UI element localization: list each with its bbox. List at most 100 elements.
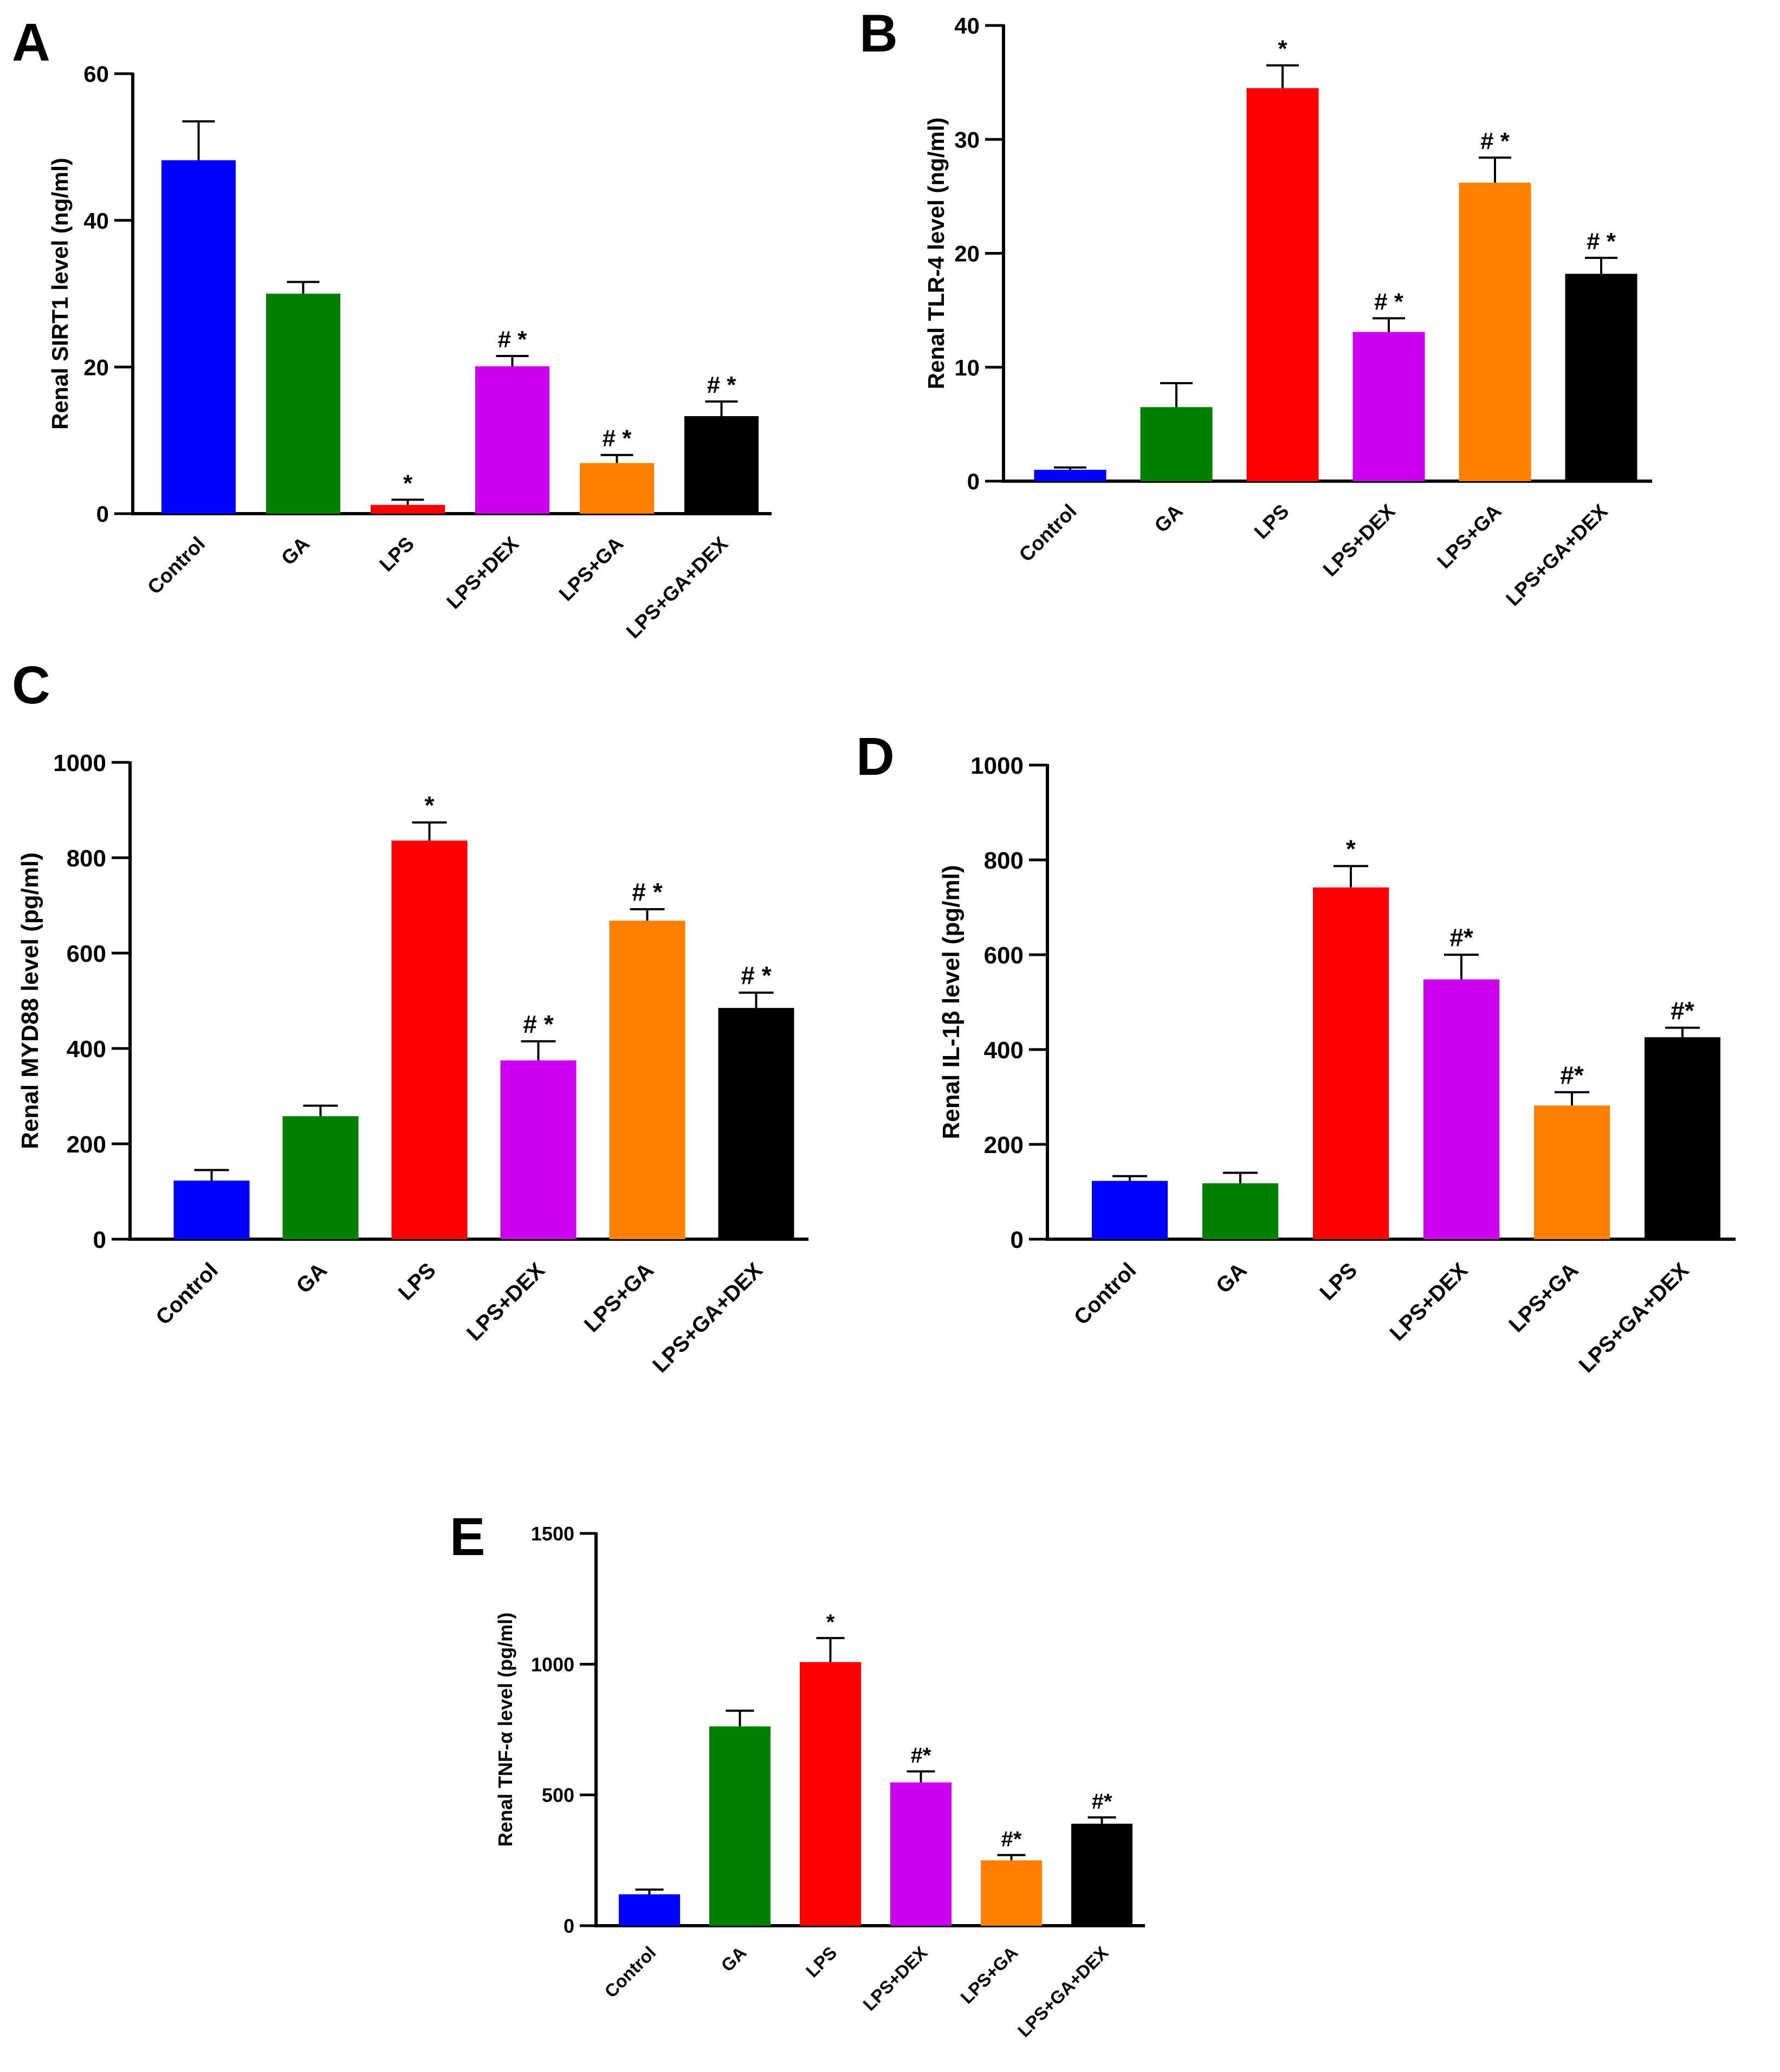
y-axis-label: Renal TNF-α level (pg/ml) (494, 1613, 516, 1847)
panel-letter: B (859, 3, 898, 63)
y-tick-label: 1000 (531, 1653, 574, 1675)
chart-panel-a: A 0 20 40 60 Renal SIRT1 level (ng/ml) Control… (12, 12, 772, 643)
y-tick-label: 800 (984, 847, 1024, 874)
category-label: GA (1212, 1258, 1252, 1298)
significance-marker: * (425, 791, 435, 819)
y-tick-label: 200 (67, 1131, 106, 1158)
significance-marker: #* (1001, 1828, 1022, 1851)
y-tick-label: 0 (1011, 1227, 1024, 1253)
category-label: LPS+GA (580, 1258, 658, 1337)
chart-panel-b: B 0 10 20 30 40 Renal TLR-4 level (ng/ml) Contr… (859, 3, 1652, 610)
category-label: LPS+GA+DEX (622, 532, 733, 643)
category-label: LPS (394, 1258, 441, 1305)
y-tick-label: 40 (83, 208, 109, 234)
bar-lps-ga-dex (718, 1008, 794, 1239)
panel-letter: D (856, 727, 895, 786)
y-tick-label: 0 (96, 501, 109, 527)
significance-marker: # * (707, 372, 737, 398)
category-label: Control (600, 1942, 659, 2002)
significance-marker: #* (1449, 923, 1473, 951)
bar-lps-ga-dex (684, 416, 759, 514)
category-label: LPS+DEX (442, 532, 523, 613)
y-tick-label: 10 (954, 355, 980, 380)
bar-control (619, 1894, 680, 1926)
category-label: LPS (1250, 500, 1293, 543)
y-tick-label: 20 (954, 241, 980, 267)
significance-marker: # * (1480, 128, 1510, 154)
y-tick-label: 1000 (970, 753, 1024, 779)
bar-ga (709, 1726, 771, 1926)
y-tick-label: 200 (984, 1132, 1024, 1158)
category-label: Control (151, 1258, 223, 1330)
bar-ga (1202, 1183, 1278, 1239)
category-label: LPS+GA+DEX (1501, 500, 1612, 610)
significance-marker: #* (1671, 996, 1694, 1025)
y-tick-label: 60 (83, 61, 109, 87)
bar-lps-ga-dex (1565, 274, 1637, 481)
bar-lps-ga (981, 1860, 1042, 1926)
bar-lps-dex (1423, 979, 1499, 1239)
significance-marker: * (1346, 834, 1356, 863)
category-label: LPS+GA (956, 1942, 1021, 2008)
significance-marker: #* (911, 1744, 931, 1767)
category-label: LPS+DEX (1386, 1258, 1473, 1345)
significance-marker: # * (741, 961, 771, 989)
bar-lps-dex (475, 366, 549, 514)
category-label: GA (292, 1258, 332, 1298)
category-label: Control (1070, 1258, 1141, 1330)
y-tick-label: 400 (984, 1037, 1024, 1064)
significance-marker: #* (1560, 1061, 1584, 1089)
y-axis-label: Renal TLR-4 level (ng/ml) (923, 118, 949, 390)
significance-marker: * (1278, 36, 1287, 62)
bar-ga (266, 294, 340, 514)
bar-lps-dex (1352, 332, 1425, 481)
y-axis-label: Renal MYD88 level (pg/ml) (17, 852, 43, 1149)
y-tick-label: 0 (564, 1915, 574, 1937)
bar-control (1092, 1181, 1168, 1239)
category-label: LPS+DEX (859, 1942, 931, 2015)
bar-lps-ga (1459, 183, 1531, 481)
category-label: LPS (802, 1942, 841, 1982)
bar-lps (1246, 88, 1319, 481)
y-axis-label: Renal IL-1β level (pg/ml) (938, 865, 965, 1139)
panel-letter: C (12, 655, 50, 715)
category-label: LPS+GA+DEX (1014, 1942, 1112, 2041)
y-tick-label: 0 (967, 469, 980, 494)
bar-lps (371, 504, 445, 514)
bar-lps (1313, 887, 1389, 1239)
y-tick-label: 0 (93, 1227, 106, 1253)
chart-panel-d: D 0 200 400 600 800 1000 Renal IL-1β level (pg/… (856, 727, 1736, 1377)
significance-marker: # * (498, 326, 528, 353)
category-label: LPS+DEX (462, 1258, 549, 1345)
chart-panel-c: C 0 200 400 600 800 1000 Renal MYD88 level (pg/… (12, 655, 808, 1377)
significance-marker: # * (632, 878, 662, 906)
y-axis-label: Renal SIRT1 level (ng/ml) (47, 158, 73, 430)
category-label: GA (277, 533, 314, 569)
category-label: LPS (375, 533, 418, 576)
y-tick-label: 600 (984, 942, 1024, 969)
significance-marker: # * (1374, 288, 1404, 315)
y-tick-label: 1000 (53, 750, 106, 776)
significance-marker: # * (603, 425, 632, 452)
significance-marker: #* (1092, 1790, 1112, 1814)
category-label: Control (1015, 500, 1081, 566)
chart-panel-e: E 0 500 1000 1500 Renal TNF-α level (pg/ml) Co… (450, 1507, 1145, 2041)
bar-lps-dex (890, 1782, 952, 1926)
y-tick-label: 1500 (531, 1523, 574, 1545)
significance-marker: * (403, 470, 413, 496)
bar-control (1034, 469, 1106, 481)
category-label: GA (717, 1942, 750, 1976)
category-label: LPS+GA (1433, 500, 1505, 573)
category-label: Control (143, 533, 209, 599)
y-tick-label: 40 (954, 13, 980, 38)
bar-lps-ga (609, 921, 685, 1239)
y-tick-label: 400 (67, 1036, 106, 1063)
bar-lps-ga-dex (1645, 1037, 1720, 1239)
bar-ga (1140, 407, 1213, 481)
category-label: GA (1150, 500, 1187, 537)
y-tick-label: 800 (67, 845, 106, 872)
y-tick-label: 20 (83, 354, 109, 380)
panel-letter: E (450, 1507, 485, 1566)
category-label: LPS (1315, 1258, 1362, 1305)
